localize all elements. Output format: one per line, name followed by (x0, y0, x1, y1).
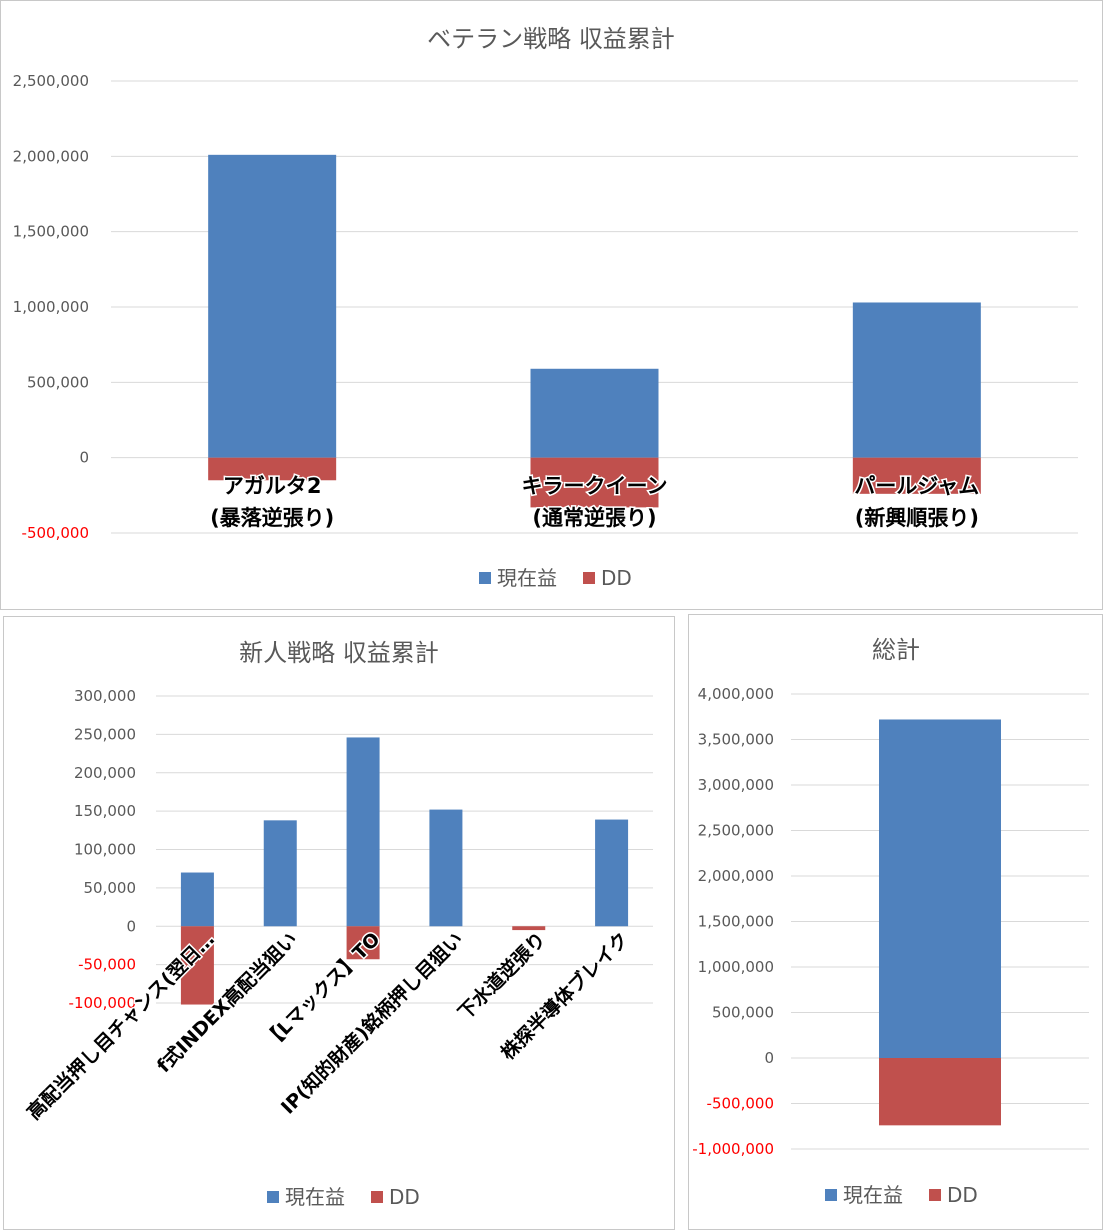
y-tick-label: -500,000 (22, 524, 89, 542)
chart-title: 総計 (872, 636, 920, 664)
y-tick-label: -500,000 (707, 1095, 774, 1113)
y-tick-label: 2,000,000 (13, 147, 89, 165)
bar-profit (595, 819, 629, 927)
y-tick-label: 2,500,000 (698, 822, 774, 840)
y-tick-label: 2,000,000 (698, 867, 774, 885)
legend-label-profit: 現在益 (285, 1185, 345, 1209)
veteran-chart-panel: ベテラン戦略 収益累計 2,500,000 2,000,000 1,500,000 1,… (0, 0, 1103, 610)
y-tick-label: 1,500,000 (698, 913, 774, 931)
y-tick-label: 500,000 (712, 1004, 774, 1022)
bar-profit (429, 809, 463, 927)
y-tick-label: 4,000,000 (698, 685, 774, 703)
y-tick-label: 2,500,000 (13, 72, 89, 90)
y-tick-label: 100,000 (74, 841, 136, 859)
bar-profit (180, 872, 214, 927)
bar-dd (208, 457, 337, 481)
bar-profit (530, 368, 659, 458)
y-tick-label: -1,000,000 (692, 1140, 774, 1158)
category-label: (暴落逆張り) (210, 506, 334, 530)
legend-label-dd: DD (947, 1183, 978, 1207)
y-tick-label: 150,000 (74, 802, 136, 820)
bar-dd (512, 926, 546, 931)
category-label: キラークイーン (522, 474, 668, 498)
legend: 現在益 DD (479, 566, 632, 590)
legend-swatch-dd (371, 1191, 383, 1203)
legend-label-dd: DD (601, 566, 632, 590)
chart-body: ベテラン戦略 収益累計 2,500,000 2,000,000 1,500,000 1,… (13, 25, 1078, 590)
bar-profit (346, 737, 380, 927)
category-label: (新興順張り) (855, 506, 979, 530)
chart-body: 新人戦略 収益累計 300,000 250,000 200,000 150,000 100… (21, 639, 653, 1209)
bar-profit (852, 302, 981, 458)
y-tick-label: 3,000,000 (698, 776, 774, 794)
legend-swatch-profit (267, 1191, 279, 1203)
bar-profit (263, 820, 297, 927)
y-tick-label: 500,000 (27, 373, 89, 391)
chart-title: 新人戦略 収益累計 (239, 639, 439, 667)
chart-title: ベテラン戦略 収益累計 (427, 25, 675, 53)
y-tick-label: 3,500,000 (698, 731, 774, 749)
newcomer-chart-panel: 新人戦略 収益累計 300,000 250,000 200,000 150,000 100… (3, 616, 675, 1230)
y-tick-label: 1,000,000 (13, 298, 89, 316)
bar-dd (346, 926, 380, 960)
legend-swatch-profit (825, 1189, 837, 1201)
total-chart-panel: 総計 4,000,000 3,500,000 3,000,000 2,500,000 2,… (688, 614, 1103, 1230)
chart-body: 総計 4,000,000 3,500,000 3,000,000 2,500,000 2,… (692, 636, 1089, 1207)
y-tick-label: 1,000,000 (698, 958, 774, 976)
category-label: アガルタ2 (223, 474, 322, 498)
bar-dd (879, 1058, 1001, 1126)
category-label: f式INDEX高配当狙い (152, 928, 302, 1078)
y-tick-label: 50,000 (84, 879, 137, 897)
legend-label-profit: 現在益 (843, 1183, 903, 1207)
legend: 現在益 DD (267, 1185, 420, 1209)
legend-label-profit: 現在益 (497, 566, 557, 590)
legend-label-dd: DD (389, 1185, 420, 1209)
y-tick-label: 0 (126, 917, 136, 935)
total-chart: 総計 4,000,000 3,500,000 3,000,000 2,500,000 2,… (692, 636, 1089, 1207)
bar-profit (208, 154, 337, 458)
y-tick-label: 0 (764, 1049, 774, 1067)
y-tick-label: 250,000 (74, 725, 136, 743)
y-tick-label: 0 (79, 449, 89, 467)
bar-dd (852, 457, 981, 494)
y-tick-label: -50,000 (78, 956, 136, 974)
legend: 現在益 DD (825, 1183, 978, 1207)
legend-swatch-profit (479, 572, 491, 584)
newcomer-chart: 新人戦略 収益累計 300,000 250,000 200,000 150,000 100… (21, 639, 653, 1209)
category-label: パールジャム (854, 474, 979, 498)
legend-swatch-dd (929, 1189, 941, 1201)
bar-profit (879, 719, 1001, 1058)
bar-dd (180, 926, 214, 1005)
legend-swatch-dd (583, 572, 595, 584)
veteran-chart: ベテラン戦略 収益累計 2,500,000 2,000,000 1,500,000 1,… (13, 25, 1078, 590)
y-tick-label: -100,000 (69, 994, 136, 1012)
y-tick-label: 200,000 (74, 764, 136, 782)
bar-dd (530, 457, 659, 508)
y-tick-label: 300,000 (74, 687, 136, 705)
y-tick-label: 1,500,000 (13, 223, 89, 241)
category-label: (通常逆張り) (532, 506, 656, 530)
